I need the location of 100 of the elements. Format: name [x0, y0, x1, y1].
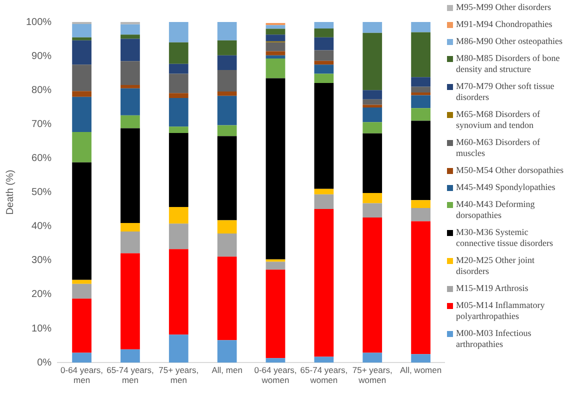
x-tick-label: All, men: [212, 365, 243, 376]
bar: [72, 352, 92, 363]
bar: [217, 96, 237, 126]
bar: [314, 188, 334, 194]
bar: [168, 93, 188, 98]
bar: [362, 22, 382, 33]
legend-label: M70-M79 Other soft tissue disorders: [456, 81, 556, 103]
bar: [411, 200, 430, 208]
bar: [411, 92, 430, 96]
bar: [266, 58, 286, 78]
bar: [362, 133, 382, 193]
legend-label: M45-M49 Spondylopathies: [456, 182, 556, 193]
bar: [266, 51, 286, 56]
bar: [362, 203, 382, 218]
legend-label: M00-M03 Infectious arthropathies: [456, 328, 532, 350]
bar: [217, 220, 237, 234]
bar: [168, 334, 188, 363]
bar: [411, 208, 430, 222]
bar: [314, 82, 334, 189]
bar: [411, 86, 430, 93]
bar: [168, 42, 188, 64]
bar: [168, 64, 188, 74]
bar: [411, 22, 430, 32]
bar: [362, 352, 382, 363]
bar: [266, 42, 286, 52]
bar: [120, 349, 140, 363]
bar: [72, 162, 92, 280]
bar: [217, 40, 237, 56]
bar: [120, 231, 140, 254]
bar: [266, 25, 286, 29]
bar: [314, 208, 334, 357]
legend-label: M65-M68 Disorders of synovium and tendon: [456, 109, 541, 131]
legend-label: M05-M14 Inflammatory polyarthropathies: [456, 300, 546, 322]
bar: [72, 280, 92, 284]
y-tick-label: 10%: [32, 323, 52, 334]
bar: [72, 284, 92, 299]
bar: [168, 98, 188, 127]
bar: [120, 128, 140, 223]
bar: [120, 85, 140, 88]
bar: [72, 64, 92, 92]
bar: [266, 262, 286, 270]
x-tick-label: 75+ years, men: [158, 365, 199, 386]
legend-label: M91-M94 Chondropathies: [456, 19, 552, 30]
x-tick-label: 75+ years, women: [352, 365, 392, 386]
bar: [72, 40, 92, 65]
y-tick-label: 20%: [32, 289, 52, 300]
x-tick-label: 65-74 years, men: [106, 365, 154, 386]
y-tick-label: 30%: [32, 255, 52, 266]
bar: [411, 32, 430, 78]
bar: [266, 55, 286, 58]
bar: [217, 340, 237, 363]
bar: [266, 78, 286, 260]
bar: [362, 218, 382, 353]
bar: [411, 120, 430, 200]
legend-label: M20-M25 Other joint disorders: [456, 255, 536, 277]
bar: [72, 37, 92, 40]
bar: [120, 38, 140, 62]
y-tick-label: 70%: [32, 118, 52, 130]
y-tick-label: 40%: [32, 221, 52, 232]
bar: [217, 91, 237, 96]
bar: [411, 95, 430, 108]
bar: [362, 122, 382, 134]
bar: [72, 96, 92, 132]
bar: [168, 206, 188, 224]
bar: [217, 136, 237, 220]
bar: [266, 259, 286, 262]
bar: [314, 22, 334, 28]
bar: [168, 22, 188, 42]
y-tick-label: 80%: [32, 84, 52, 96]
bar: [314, 356, 334, 363]
x-tick-label: 0-64 years, men: [60, 365, 104, 386]
bar: [314, 37, 334, 50]
legend-label: M50-M54 Other dorsopathies: [456, 165, 564, 176]
bar: [411, 221, 430, 354]
bar: [72, 91, 92, 97]
bar: [72, 24, 92, 38]
legend-label: M30-M36 Systemic connective tissue disorders: [456, 227, 554, 249]
bar: [72, 132, 92, 162]
bar: [120, 61, 140, 86]
legend-label: M60-M63 Disorders of muscles: [456, 137, 541, 159]
bar: [266, 28, 286, 35]
bar: [314, 64, 334, 74]
bar: [266, 34, 286, 42]
bar: [266, 270, 286, 358]
bar: [362, 90, 382, 100]
bar: [72, 298, 92, 353]
bar: [314, 60, 334, 65]
bar: [168, 126, 188, 134]
y-tick-label: 0%: [37, 357, 52, 368]
y-tick-label: 60%: [32, 152, 52, 164]
bar: [217, 55, 237, 70]
legend-label: M40-M43 Deforming dorsopathies: [456, 199, 536, 221]
legend-label: M15-M19 Arthrosis: [456, 283, 528, 294]
x-tick-label: All, women: [400, 365, 442, 376]
bar: [120, 115, 140, 128]
bar: [314, 74, 334, 83]
legend-label: M86-M90 Other osteopathies: [456, 36, 562, 47]
bar: [217, 22, 237, 40]
bar: [120, 34, 140, 39]
x-tick-label: 65-74 years, women: [300, 365, 348, 386]
